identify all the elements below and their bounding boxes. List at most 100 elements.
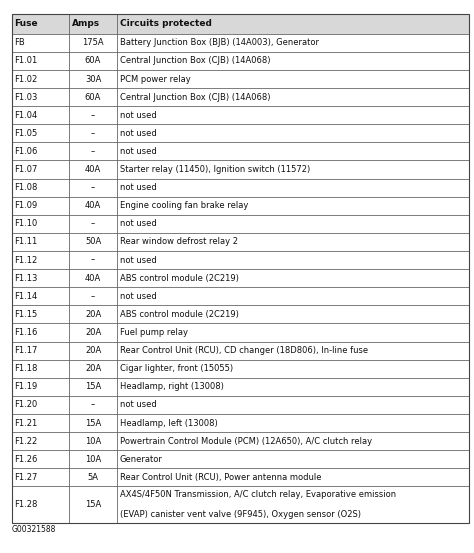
Text: Rear Control Unit (RCU), CD changer (18D806), In-line fuse: Rear Control Unit (RCU), CD changer (18D… bbox=[120, 346, 368, 355]
Bar bbox=[117, 124, 469, 142]
Text: 20A: 20A bbox=[85, 346, 101, 355]
Bar bbox=[69, 52, 117, 70]
Text: G00321588: G00321588 bbox=[12, 525, 56, 534]
Bar bbox=[12, 88, 69, 106]
Bar bbox=[117, 305, 469, 324]
Text: Central Junction Box (CJB) (14A068): Central Junction Box (CJB) (14A068) bbox=[120, 92, 270, 102]
Text: PCM power relay: PCM power relay bbox=[120, 75, 191, 84]
Text: F1.10: F1.10 bbox=[15, 220, 38, 228]
Bar bbox=[69, 215, 117, 233]
Text: 40A: 40A bbox=[85, 201, 101, 210]
Text: 175A: 175A bbox=[82, 38, 104, 48]
Bar bbox=[69, 70, 117, 88]
Bar bbox=[117, 142, 469, 160]
Bar bbox=[69, 305, 117, 324]
Bar bbox=[69, 124, 117, 142]
Bar bbox=[12, 468, 69, 487]
Bar bbox=[69, 142, 117, 160]
Bar bbox=[12, 342, 69, 359]
Text: 15A: 15A bbox=[85, 382, 101, 392]
Bar bbox=[69, 324, 117, 342]
Text: –: – bbox=[91, 111, 95, 119]
Bar bbox=[117, 179, 469, 197]
Text: 20A: 20A bbox=[85, 328, 101, 337]
Bar bbox=[69, 487, 117, 523]
Bar bbox=[12, 106, 69, 124]
Text: 15A: 15A bbox=[85, 500, 101, 509]
Bar bbox=[12, 324, 69, 342]
Text: F1.02: F1.02 bbox=[15, 75, 38, 84]
Bar bbox=[12, 359, 69, 378]
Text: ABS control module (2C219): ABS control module (2C219) bbox=[120, 310, 239, 319]
Text: F1.12: F1.12 bbox=[15, 255, 38, 264]
Bar bbox=[117, 414, 469, 432]
Bar bbox=[69, 251, 117, 269]
Bar bbox=[117, 70, 469, 88]
Text: Headlamp, left (13008): Headlamp, left (13008) bbox=[120, 419, 218, 427]
Bar bbox=[69, 14, 117, 34]
Text: –: – bbox=[91, 255, 95, 264]
Bar bbox=[69, 378, 117, 396]
Text: F1.13: F1.13 bbox=[15, 274, 38, 283]
Bar bbox=[69, 197, 117, 215]
Text: not used: not used bbox=[120, 111, 156, 119]
Text: F1.16: F1.16 bbox=[15, 328, 38, 337]
Text: F1.09: F1.09 bbox=[15, 201, 38, 210]
Text: Rear window defrost relay 2: Rear window defrost relay 2 bbox=[120, 237, 238, 247]
Bar bbox=[12, 233, 69, 251]
Bar bbox=[69, 160, 117, 179]
Bar bbox=[12, 396, 69, 414]
Bar bbox=[69, 179, 117, 197]
Bar bbox=[12, 197, 69, 215]
Text: F1.14: F1.14 bbox=[15, 292, 38, 301]
Text: 10A: 10A bbox=[85, 455, 101, 464]
Text: Engine cooling fan brake relay: Engine cooling fan brake relay bbox=[120, 201, 248, 210]
Bar bbox=[69, 34, 117, 52]
Text: F1.21: F1.21 bbox=[15, 419, 38, 427]
Bar bbox=[69, 342, 117, 359]
Text: F1.27: F1.27 bbox=[15, 473, 38, 482]
Text: Fuel pump relay: Fuel pump relay bbox=[120, 328, 188, 337]
Bar bbox=[117, 487, 469, 523]
Bar bbox=[69, 88, 117, 106]
Text: F1.26: F1.26 bbox=[15, 455, 38, 464]
Bar bbox=[117, 378, 469, 396]
Bar bbox=[12, 14, 69, 34]
Text: Fuse: Fuse bbox=[15, 19, 38, 28]
Bar bbox=[117, 396, 469, 414]
Bar bbox=[69, 414, 117, 432]
Text: Circuits protected: Circuits protected bbox=[120, 19, 212, 28]
Text: F1.28: F1.28 bbox=[15, 500, 38, 509]
Text: –: – bbox=[91, 183, 95, 192]
Text: F1.06: F1.06 bbox=[15, 147, 38, 156]
Bar bbox=[69, 106, 117, 124]
Bar bbox=[12, 124, 69, 142]
Bar bbox=[117, 233, 469, 251]
Bar bbox=[117, 324, 469, 342]
Text: 15A: 15A bbox=[85, 419, 101, 427]
Bar bbox=[12, 142, 69, 160]
Text: Central Junction Box (CJB) (14A068): Central Junction Box (CJB) (14A068) bbox=[120, 56, 270, 65]
Bar bbox=[69, 287, 117, 305]
Text: F1.07: F1.07 bbox=[15, 165, 38, 174]
Text: not used: not used bbox=[120, 147, 156, 156]
Text: not used: not used bbox=[120, 292, 156, 301]
Text: F1.11: F1.11 bbox=[15, 237, 38, 247]
Bar bbox=[69, 396, 117, 414]
Text: F1.08: F1.08 bbox=[15, 183, 38, 192]
Text: –: – bbox=[91, 292, 95, 301]
Text: AX4S/4F50N Transmission, A/C clutch relay, Evaporative emission: AX4S/4F50N Transmission, A/C clutch rela… bbox=[120, 490, 396, 499]
Text: 60A: 60A bbox=[85, 56, 101, 65]
Text: Starter relay (11450), Ignition switch (11572): Starter relay (11450), Ignition switch (… bbox=[120, 165, 310, 174]
Bar bbox=[117, 468, 469, 487]
Bar bbox=[117, 251, 469, 269]
Text: F1.22: F1.22 bbox=[15, 437, 38, 446]
Text: Rear Control Unit (RCU), Power antenna module: Rear Control Unit (RCU), Power antenna m… bbox=[120, 473, 321, 482]
Bar bbox=[12, 378, 69, 396]
Text: –: – bbox=[91, 220, 95, 228]
Bar bbox=[117, 269, 469, 287]
Bar bbox=[12, 305, 69, 324]
Text: Cigar lighter, front (15055): Cigar lighter, front (15055) bbox=[120, 364, 233, 373]
Bar bbox=[12, 432, 69, 450]
Bar bbox=[12, 160, 69, 179]
